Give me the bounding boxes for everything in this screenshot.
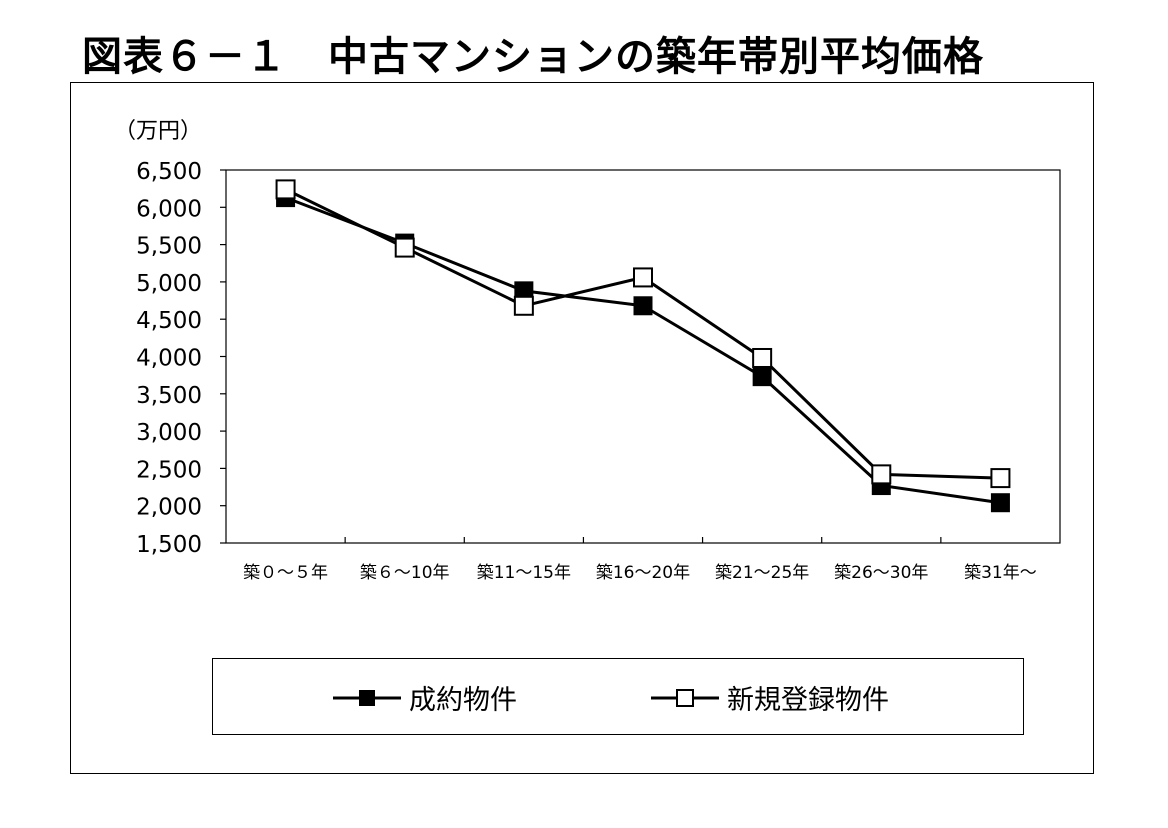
series-layer [275, 179, 1011, 513]
x-axis: 築０～５年 築６～10年 築11～15年 築16～20年 築21～25年 築26～30年 築… [243, 537, 1037, 583]
y-tick-label: 5,000 [136, 271, 202, 297]
legend-label-closed: 成約物件 [409, 685, 517, 716]
data-point-new-listing [633, 267, 653, 288]
y-tick-label: 4,000 [136, 346, 202, 372]
y-tick-label: 6,000 [136, 196, 202, 222]
y-tick-label: 3,500 [136, 383, 202, 409]
open-square-marker-icon [651, 688, 719, 707]
page-title: 図表６－１ 中古マンションの築年帯別平均価格 [82, 34, 984, 80]
x-tick-label: 築26～30年 [834, 563, 928, 583]
data-point-new-listing [990, 468, 1011, 489]
x-tick-label: 築31年～ [964, 563, 1037, 583]
data-point-closed [990, 493, 1010, 513]
data-point-new-listing [871, 464, 892, 485]
y-tick-label: 6,500 [136, 159, 202, 185]
x-tick-label: 築21～25年 [715, 563, 809, 583]
x-tick-label: 築６～10年 [360, 563, 450, 583]
legend-item-closed: 成約物件 [333, 659, 517, 736]
y-axis: 6,500 6,000 5,500 5,000 4,500 4,000 3,500 3,000… [136, 159, 226, 558]
legend: 成約物件 新規登録物件 [212, 658, 1024, 735]
plot-area [225, 169, 1061, 544]
data-point-new-listing [275, 179, 296, 200]
series-line [284, 188, 1001, 480]
y-tick-label: 1,500 [136, 532, 202, 558]
data-point-closed [633, 296, 653, 316]
legend-label-new-listing: 新規登録物件 [727, 685, 889, 716]
chart-frame [70, 82, 1094, 774]
x-tick-label: 築０～５年 [243, 563, 328, 583]
y-tick-label: 2,500 [136, 457, 202, 483]
y-axis-unit-label: （万円） [114, 119, 202, 144]
data-point-closed [752, 367, 772, 387]
x-tick-label: 築11～15年 [477, 563, 571, 583]
y-tick-label: 4,500 [136, 308, 202, 334]
data-point-new-listing [394, 237, 415, 258]
y-tick-label: 2,000 [136, 495, 202, 521]
legend-item-new-listing: 新規登録物件 [651, 659, 889, 736]
data-point-new-listing [513, 295, 534, 316]
y-tick-label: 3,000 [136, 420, 202, 446]
y-tick-label: 5,500 [136, 234, 202, 260]
data-point-new-listing [752, 347, 773, 368]
filled-square-marker-icon [333, 689, 401, 706]
x-tick-label: 築16～20年 [596, 563, 690, 583]
